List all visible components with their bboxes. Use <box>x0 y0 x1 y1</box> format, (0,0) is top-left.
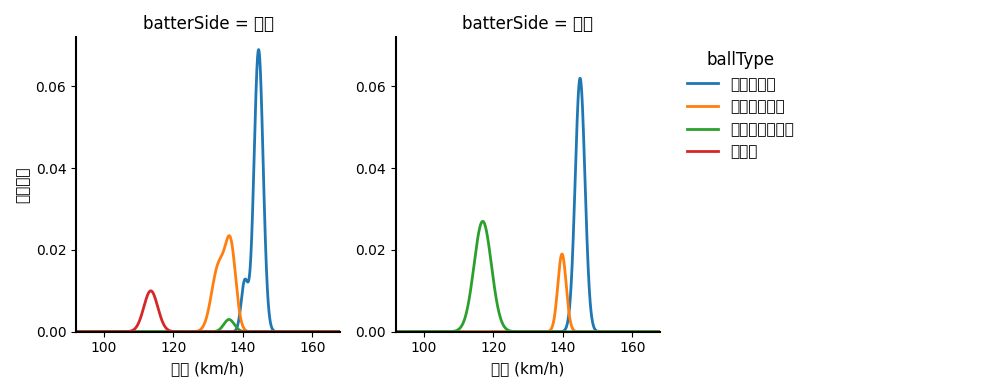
Y-axis label: 確率密度: 確率密度 <box>15 166 30 203</box>
Title: batterSide = 右打: batterSide = 右打 <box>463 15 593 33</box>
Legend: ストレート, カットボール, チェンジアップ, カーブ: ストレート, カットボール, チェンジアップ, カーブ <box>681 45 800 166</box>
X-axis label: 球速 (km/h): 球速 (km/h) <box>492 361 564 376</box>
Title: batterSide = 左打: batterSide = 左打 <box>143 15 274 33</box>
X-axis label: 球速 (km/h): 球速 (km/h) <box>172 361 245 376</box>
